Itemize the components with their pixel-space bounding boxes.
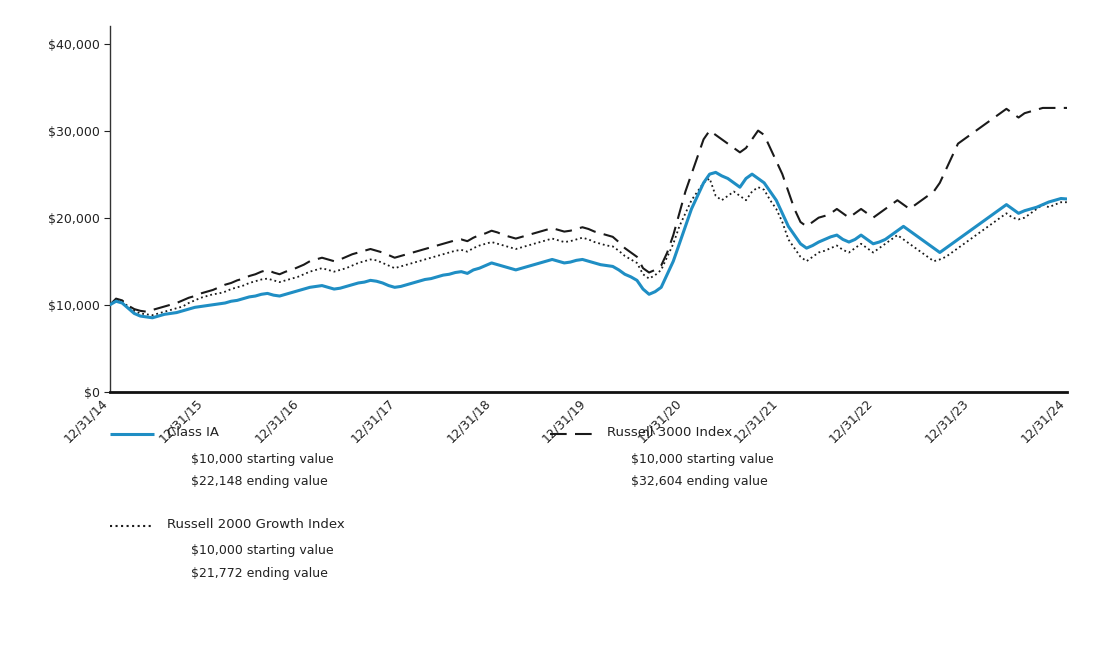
- Text: $21,772 ending value: $21,772 ending value: [191, 567, 328, 580]
- Text: $32,604 ending value: $32,604 ending value: [631, 475, 768, 488]
- Text: $10,000 starting value: $10,000 starting value: [191, 453, 334, 466]
- Text: Class IA: Class IA: [167, 426, 219, 439]
- Text: $10,000 starting value: $10,000 starting value: [191, 544, 334, 557]
- Text: $10,000 starting value: $10,000 starting value: [631, 453, 774, 466]
- Text: Russell 2000 Growth Index: Russell 2000 Growth Index: [167, 518, 345, 531]
- Text: Russell 3000 Index: Russell 3000 Index: [607, 426, 733, 439]
- Text: $22,148 ending value: $22,148 ending value: [191, 475, 328, 488]
